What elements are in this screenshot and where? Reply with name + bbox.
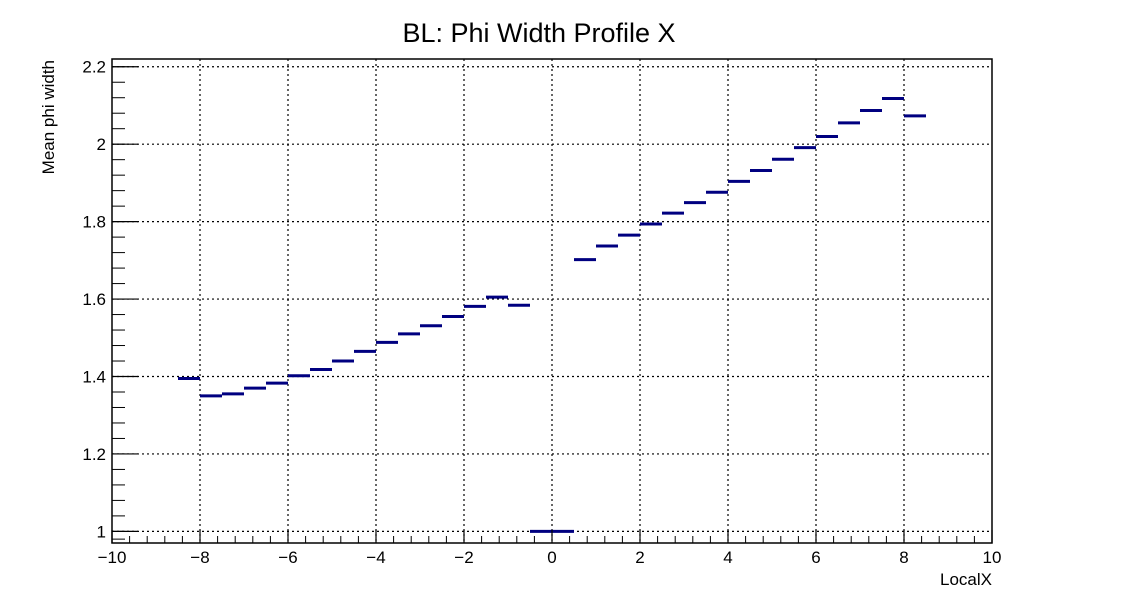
y-tick-label: 1.6 <box>82 290 106 309</box>
data-markers <box>178 96 926 533</box>
y-tick-label: 2.2 <box>82 58 106 77</box>
x-tick-label: −10 <box>98 548 127 567</box>
y-axis-label: Mean phi width <box>39 60 58 174</box>
x-axis-label: LocalX <box>940 570 992 589</box>
x-tick-label: 4 <box>723 548 732 567</box>
x-tick-label: −2 <box>454 548 473 567</box>
x-tick-label: 8 <box>899 548 908 567</box>
y-tick-label: 1.2 <box>82 445 106 464</box>
grid-lines <box>112 59 992 543</box>
x-tick-label: 2 <box>635 548 644 567</box>
x-tick-label: 6 <box>811 548 820 567</box>
chart-title: BL: Phi Width Profile X <box>402 18 675 48</box>
x-tick-label: −8 <box>190 548 209 567</box>
x-tick-label: −6 <box>278 548 297 567</box>
y-tick-label: 1 <box>97 522 106 541</box>
x-tick-label: 0 <box>547 548 556 567</box>
y-tick-label: 2 <box>97 135 106 154</box>
y-tick-label: 1.8 <box>82 213 106 232</box>
x-tick-label: 10 <box>983 548 1002 567</box>
axis-ticks <box>111 66 993 543</box>
y-tick-label: 1.4 <box>82 368 106 387</box>
x-tick-label: −4 <box>366 548 385 567</box>
tick-labels: −10 −8 −6 −4 −2 0 2 4 6 8 10 1 1.2 1.4 1.6 1.8 2 2.2 <box>82 58 1001 567</box>
